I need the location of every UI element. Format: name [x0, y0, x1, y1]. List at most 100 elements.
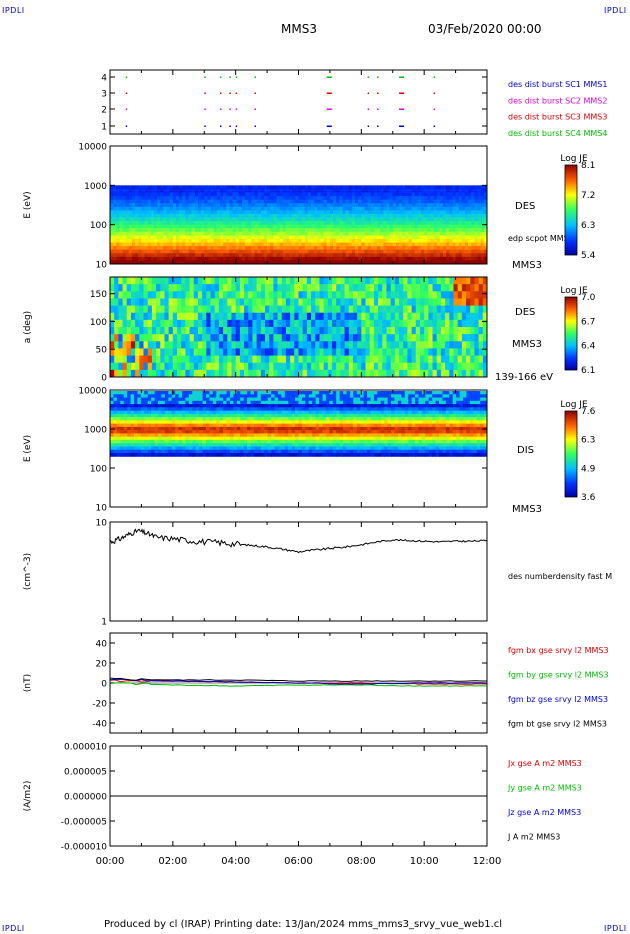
spectrogram-cell: [168, 449, 173, 454]
spectrogram-cell: [147, 452, 152, 457]
spectrogram-cell: [202, 291, 207, 299]
spectrogram-cell: [207, 196, 212, 201]
spectrogram-cell: [243, 436, 248, 441]
spectrogram-cell: [193, 341, 199, 349]
spectrogram-cell: [336, 284, 341, 292]
spectrogram-cell: [185, 284, 191, 292]
spectrogram-cell: [301, 217, 306, 222]
spectrogram-cell: [163, 206, 168, 211]
spectrogram-cell: [153, 196, 158, 201]
spectrogram-cell: [348, 185, 353, 190]
spectrogram-cell: [188, 404, 193, 408]
spectrogram-cell: [250, 446, 255, 451]
spectrogram-cell: [126, 291, 132, 299]
spectrogram-cell: [178, 443, 183, 447]
spectrogram-cell: [192, 420, 197, 425]
spectrogram-cell: [482, 291, 488, 299]
spectrogram-cell: [251, 235, 256, 240]
spectrogram-cell: [178, 423, 183, 428]
spectrogram-cell: [205, 397, 210, 402]
spectrogram-cell: [204, 188, 208, 193]
spectrogram-cell: [235, 210, 240, 215]
spectrogram-cell: [276, 231, 281, 236]
spectrogram-cell: [141, 249, 146, 254]
spectrogram-cell: [238, 242, 243, 247]
spectrogram-cell: [417, 210, 422, 215]
spectrogram-cell: [390, 305, 396, 314]
spectrogram-cell: [336, 199, 340, 204]
spectrogram-cell: [219, 213, 224, 219]
spectrogram-cell: [191, 213, 196, 219]
spectrogram-cell: [216, 426, 221, 431]
spectrogram-cell: [212, 449, 217, 454]
spectrogram-cell: [164, 298, 170, 307]
spectrogram-cell: [282, 210, 287, 215]
spectrogram-cell: [201, 203, 205, 208]
spectrogram-cell: [209, 439, 214, 444]
spectrogram-cell: [458, 238, 463, 244]
spectrogram-cell: [285, 203, 290, 208]
spectrogram-cell: [188, 260, 193, 265]
spectrogram-cell: [405, 217, 409, 222]
spectrogram-cell: [204, 238, 208, 244]
spectrogram-cell: [277, 319, 283, 328]
spectrogram-cell: [411, 298, 417, 307]
spectrogram-cell: [304, 206, 309, 211]
spectrogram-cell: [213, 256, 218, 261]
spectrogram-cell: [483, 231, 488, 236]
spectrogram-cell: [133, 452, 138, 457]
spectrogram-cell: [315, 319, 320, 328]
spectrogram-cell: [290, 327, 295, 335]
spectrogram-cell: [336, 256, 340, 261]
spectrogram-cell: [344, 305, 350, 314]
spectrogram-cell: [227, 298, 232, 307]
spectrogram-cell: [289, 206, 293, 211]
spectrogram-cell: [289, 213, 293, 219]
spectrogram-cell: [364, 199, 369, 204]
spectrogram-cell: [254, 221, 259, 226]
spectrogram-cell: [329, 224, 334, 229]
spectrogram-cell: [260, 391, 265, 395]
spectrogram-cell: [185, 348, 191, 357]
spectrogram-cell: [219, 397, 224, 402]
spectrogram-cell: [248, 210, 252, 215]
spectrogram-cell: [403, 305, 408, 314]
spectrogram-cell: [260, 312, 266, 321]
spectrogram-cell: [144, 210, 149, 215]
spectrogram-cell: [252, 312, 258, 321]
spectrogram-cell: [229, 231, 234, 236]
spectrogram-cell: [427, 235, 431, 240]
spectrogram-cell: [333, 188, 337, 193]
spectrogram-cell: [314, 231, 318, 236]
spectrogram-cell: [216, 231, 221, 236]
spectrogram-cell: [411, 256, 416, 261]
spectrogram-cell: [405, 196, 409, 201]
spectrogram-cell: [402, 235, 406, 240]
spectrogram-cell: [154, 417, 159, 421]
spectrogram-cell: [290, 334, 295, 342]
spectrogram-cell: [323, 231, 328, 236]
spectrogram-cell: [189, 291, 195, 299]
spectrogram-cell: [455, 221, 460, 226]
spectrogram-cell: [210, 185, 215, 190]
spectrogram-cell: [373, 246, 378, 251]
spectrogram-cell: [344, 334, 350, 342]
spectrogram-cell: [164, 446, 169, 451]
spectrogram-cell: [151, 319, 157, 328]
spectrogram-cell: [345, 199, 350, 204]
spectrogram-cell: [139, 341, 145, 349]
spectrogram-cell: [329, 246, 334, 251]
spectrogram-cell: [172, 327, 178, 335]
spectrogram-cell: [157, 449, 162, 454]
spectrogram-cell: [236, 426, 241, 431]
corner-tag-top-right: IPDLI: [604, 6, 627, 15]
spectrogram-cell: [131, 224, 136, 229]
spectrogram-cell: [194, 231, 199, 236]
spectrogram-cell: [386, 235, 391, 240]
spectrogram-cell: [125, 235, 130, 240]
spectrogram-cell: [126, 298, 132, 307]
spectrogram-cell: [144, 449, 149, 454]
spectrogram-cell: [250, 430, 255, 434]
spectrogram-cell: [168, 291, 174, 299]
spectrogram-cell: [427, 253, 431, 258]
